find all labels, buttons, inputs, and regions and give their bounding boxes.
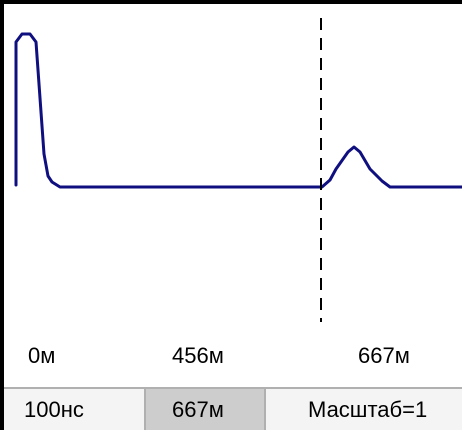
status-bar: 100нс 667м Масштаб=1 [4, 387, 462, 430]
trace-plot [14, 18, 462, 322]
reflectogram-trace [14, 32, 462, 189]
cursor-distance-field[interactable]: 667м [146, 389, 266, 430]
axis-mid-label: 456м [172, 343, 224, 368]
axis-cursor-label: 667м [358, 343, 410, 368]
top-border [0, 0, 462, 4]
left-border [0, 0, 4, 430]
axis-start-label: 0м [28, 343, 56, 368]
scale-field[interactable]: Масштаб=1 [266, 389, 462, 430]
pulse-width-field[interactable]: 100нс [4, 389, 146, 430]
